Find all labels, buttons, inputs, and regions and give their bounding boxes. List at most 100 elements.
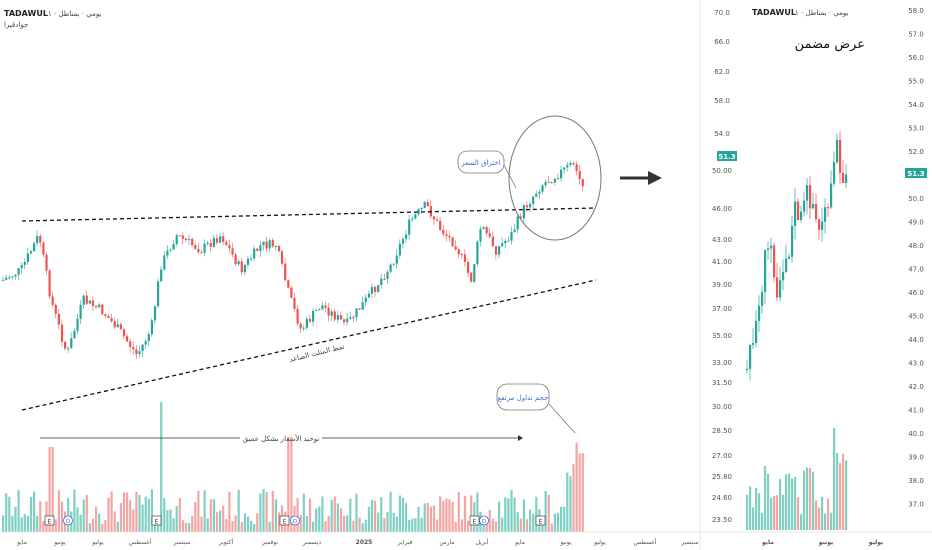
dividend-marker[interactable] [63, 515, 73, 526]
volume-bar [39, 501, 42, 532]
volume-bar [274, 499, 277, 532]
volume-bar [386, 512, 389, 532]
candle-body [408, 219, 411, 235]
volume-bar [398, 495, 401, 532]
candle-body [339, 315, 343, 320]
candle-body [293, 297, 296, 309]
candle-body [507, 240, 510, 242]
volume-bar [355, 493, 358, 532]
triangle-label: نمط المثلث الصاعد [289, 342, 346, 363]
event-marker[interactable] [151, 515, 162, 526]
candle-body [806, 185, 809, 201]
price-tick-label: 37.00 [712, 305, 732, 313]
volume-bar [119, 502, 122, 532]
event-marker[interactable] [535, 515, 546, 526]
candle-body [312, 311, 315, 322]
event-marker[interactable] [469, 515, 480, 526]
candle-body [556, 178, 560, 180]
candle-body [70, 338, 73, 349]
candle-body [482, 227, 485, 229]
volume-bar [845, 460, 848, 530]
volume-bar [296, 498, 299, 532]
candle-body [525, 205, 529, 208]
candle-body [48, 270, 51, 297]
candle-body [794, 201, 797, 227]
candle-body [541, 185, 544, 192]
volume-bar [439, 496, 442, 532]
time-tick-label: يوليو [91, 539, 104, 546]
candle-body [166, 250, 169, 256]
volume-bar [395, 516, 398, 532]
volume-callout [496, 383, 550, 411]
dividend-marker[interactable] [479, 515, 489, 526]
event-marker[interactable] [279, 515, 290, 526]
candle-body [150, 320, 153, 335]
volume-bar [91, 518, 95, 532]
volume-bar [73, 489, 76, 532]
volume-bar [349, 498, 352, 532]
price-tick-label: 38.0 [908, 477, 924, 485]
time-tick-label: مارس [439, 539, 454, 546]
event-marker-label: E [473, 519, 477, 526]
candle-body [553, 178, 556, 183]
volume-bar [299, 515, 302, 532]
volume-bar [507, 498, 510, 532]
volume-bar [405, 503, 408, 532]
resistance-line [21, 207, 597, 222]
candle-body [253, 248, 256, 259]
candle-body [116, 324, 119, 328]
volume-bar [163, 498, 166, 532]
volume-bar [510, 490, 513, 532]
volume-bar [305, 516, 308, 532]
volume-bar [259, 493, 262, 532]
candle-body [785, 258, 788, 273]
candle-body [470, 272, 473, 282]
volume-bar [833, 428, 836, 530]
candle-body [370, 287, 374, 294]
time-tick-label: ديسمبر [302, 539, 322, 546]
candle-body [274, 245, 277, 247]
candle-body [516, 216, 519, 230]
volume-bar [268, 521, 271, 532]
candle-body [181, 235, 184, 239]
volume-bar [572, 464, 575, 532]
event-marker[interactable] [44, 515, 55, 526]
volume-bar [494, 521, 498, 532]
price-tick-label: 55.0 [908, 78, 924, 86]
price-tick-label: 25.80 [712, 473, 732, 481]
candle-body [389, 264, 392, 272]
volume-bar [380, 497, 383, 532]
volume-bar [5, 493, 8, 532]
volume-bar [318, 506, 321, 532]
consolidation-arrowhead [518, 435, 523, 441]
volume-bar [308, 498, 312, 532]
volume-bar [107, 497, 110, 532]
rising-support-line [21, 279, 597, 411]
volume-bar [529, 509, 532, 532]
candle-body [581, 179, 584, 187]
volume-bar [519, 518, 522, 532]
candle-body [439, 220, 442, 230]
dividend-marker[interactable] [290, 515, 300, 526]
candle-body [2, 279, 5, 281]
event-marker-label: E [283, 519, 287, 526]
volume-bar [330, 499, 333, 532]
time-tick-label: سبتمبر [680, 539, 698, 546]
candle-body [268, 240, 271, 249]
candle-body [76, 318, 79, 331]
price-badge-outer-text: 51.3 [907, 170, 924, 178]
volume-bar [575, 442, 578, 532]
volume-bar [101, 523, 104, 532]
volume-bar [358, 517, 361, 532]
candle-body [271, 240, 274, 247]
volume-bar [17, 490, 20, 532]
volume-bar [271, 490, 274, 532]
candle-body [473, 264, 476, 282]
volume-bar [364, 519, 367, 532]
volume-bar [467, 520, 470, 532]
volume-bar [429, 506, 432, 532]
price-tick-label: 39.0 [908, 454, 924, 462]
candle-body [14, 274, 17, 277]
candle-body [197, 248, 200, 253]
